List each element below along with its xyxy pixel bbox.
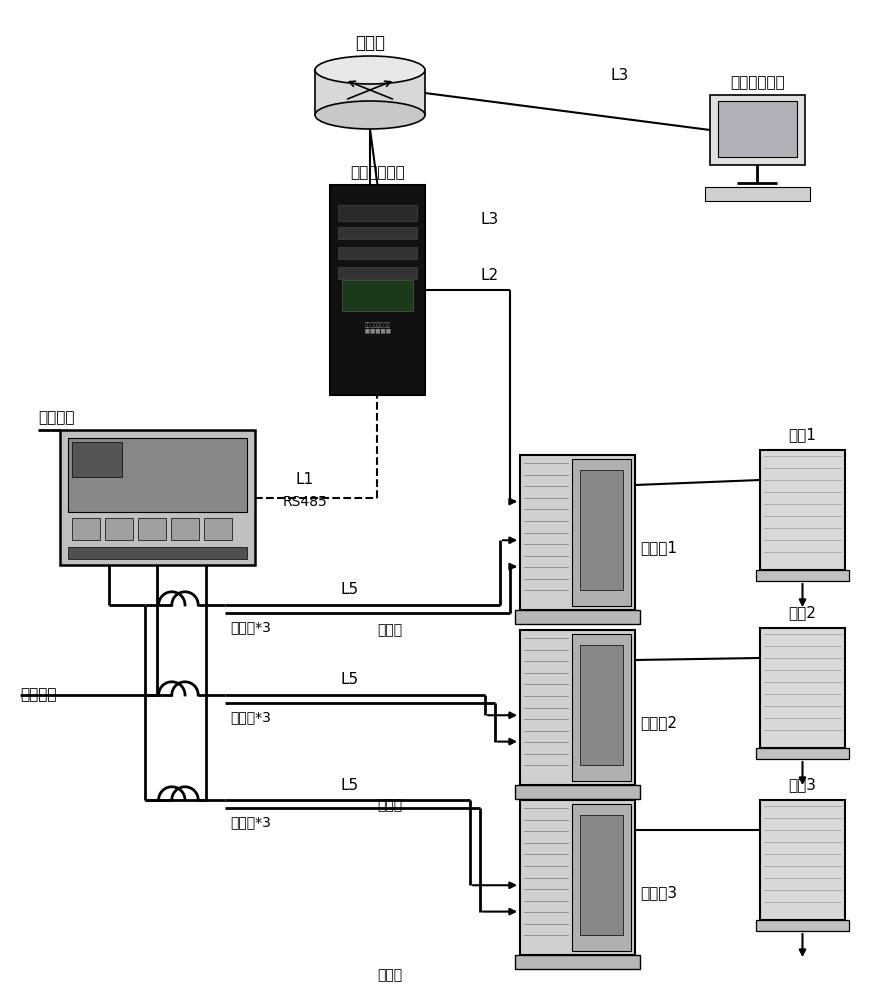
Text: L1: L1: [296, 472, 314, 487]
FancyBboxPatch shape: [756, 920, 849, 931]
FancyBboxPatch shape: [68, 438, 247, 512]
FancyBboxPatch shape: [338, 227, 417, 239]
FancyBboxPatch shape: [105, 518, 133, 540]
FancyBboxPatch shape: [204, 518, 232, 540]
FancyBboxPatch shape: [579, 645, 623, 765]
FancyBboxPatch shape: [68, 547, 247, 559]
Text: 电源线: 电源线: [377, 798, 402, 812]
FancyBboxPatch shape: [760, 450, 845, 570]
FancyBboxPatch shape: [760, 628, 845, 748]
FancyBboxPatch shape: [330, 185, 425, 395]
FancyBboxPatch shape: [338, 267, 417, 279]
FancyBboxPatch shape: [760, 800, 845, 920]
FancyBboxPatch shape: [579, 815, 623, 935]
Text: 电源线: 电源线: [377, 968, 402, 982]
Text: 智能计费网关: 智能计费网关: [350, 165, 405, 180]
FancyBboxPatch shape: [515, 785, 640, 799]
FancyBboxPatch shape: [520, 630, 635, 785]
FancyBboxPatch shape: [756, 748, 849, 759]
Text: 互感器*3: 互感器*3: [230, 620, 271, 634]
Text: 路由器: 路由器: [355, 34, 385, 52]
FancyBboxPatch shape: [705, 187, 810, 201]
FancyBboxPatch shape: [342, 279, 413, 311]
FancyBboxPatch shape: [572, 804, 631, 951]
Text: 从机1: 从机1: [789, 428, 817, 442]
FancyBboxPatch shape: [520, 800, 635, 955]
Text: RS485: RS485: [282, 495, 327, 510]
FancyBboxPatch shape: [171, 518, 199, 540]
Text: 电源线: 电源线: [377, 623, 402, 637]
FancyBboxPatch shape: [72, 518, 100, 540]
FancyBboxPatch shape: [710, 95, 805, 165]
FancyBboxPatch shape: [72, 442, 122, 477]
FancyBboxPatch shape: [338, 247, 417, 259]
Polygon shape: [315, 70, 425, 115]
Text: L3: L3: [481, 213, 499, 228]
FancyBboxPatch shape: [718, 101, 797, 157]
Text: 互感器*3: 互感器*3: [230, 815, 271, 829]
Text: 三相电源: 三相电源: [38, 410, 74, 426]
FancyBboxPatch shape: [60, 430, 255, 565]
Text: 从机2: 从机2: [789, 605, 817, 620]
FancyBboxPatch shape: [338, 205, 417, 221]
Ellipse shape: [315, 56, 425, 84]
Text: L5: L5: [341, 582, 359, 597]
FancyBboxPatch shape: [515, 610, 640, 624]
FancyBboxPatch shape: [138, 518, 166, 540]
Text: 从机3: 从机3: [789, 778, 817, 792]
Text: L3: L3: [611, 68, 629, 83]
Text: L5: L5: [341, 778, 359, 792]
Text: L2: L2: [481, 267, 499, 282]
Text: 主控机2: 主控机2: [640, 716, 677, 730]
FancyBboxPatch shape: [572, 634, 631, 781]
FancyBboxPatch shape: [572, 459, 631, 606]
FancyBboxPatch shape: [515, 955, 640, 969]
Text: L5: L5: [341, 672, 359, 688]
Text: 主控机1: 主控机1: [640, 540, 677, 556]
Text: 三相电源: 三相电源: [20, 688, 56, 702]
Ellipse shape: [315, 101, 425, 129]
Text: 分户计费软件: 分户计费软件: [730, 76, 785, 91]
Text: 能量智能计量系统
 ■■■■■: 能量智能计量系统 ■■■■■: [363, 322, 392, 333]
FancyBboxPatch shape: [579, 470, 623, 590]
FancyBboxPatch shape: [756, 570, 849, 581]
FancyBboxPatch shape: [520, 455, 635, 610]
Text: 主控机3: 主控机3: [640, 886, 677, 900]
Text: 互感器*3: 互感器*3: [230, 710, 271, 724]
